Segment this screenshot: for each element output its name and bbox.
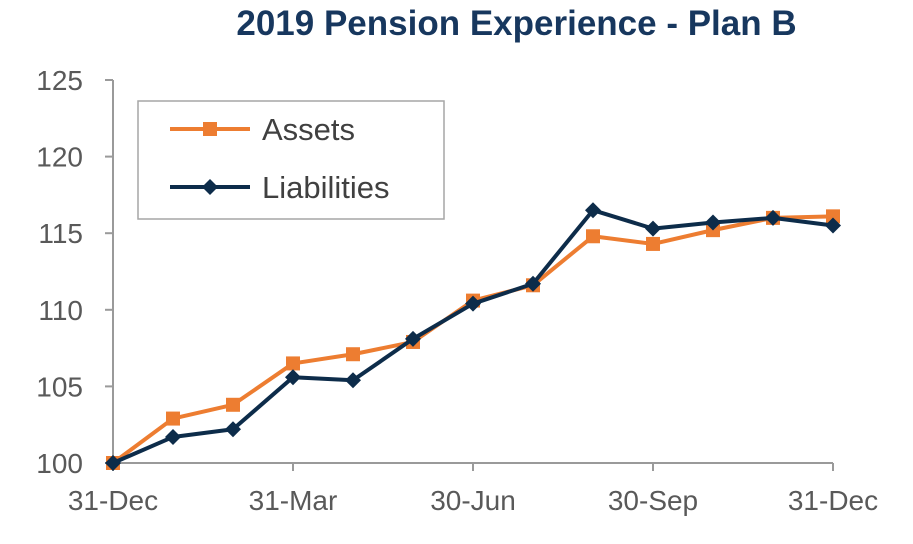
- legend-marker-assets: [203, 122, 217, 136]
- y-tick-label: 115: [38, 218, 83, 249]
- series-line-assets: [111, 214, 834, 465]
- series-line-liabilities: [112, 208, 834, 465]
- data-point-liabilities: [345, 372, 361, 389]
- data-point-liabilities: [405, 330, 421, 347]
- chart-title: 2019 Pension Experience - Plan B: [236, 4, 797, 43]
- data-point-assets: [346, 347, 360, 362]
- y-tick-label: 100: [36, 448, 83, 479]
- data-point-liabilities: [225, 421, 241, 438]
- data-point-assets: [166, 411, 180, 426]
- legend-label-assets: Assets: [262, 112, 355, 147]
- data-point-assets: [826, 209, 840, 224]
- data-point-liabilities: [165, 428, 181, 445]
- data-point-liabilities: [705, 214, 721, 231]
- data-point-assets: [286, 356, 300, 371]
- data-point-liabilities: [105, 455, 121, 471]
- x-tick-label: 31-Dec: [68, 485, 158, 516]
- data-point-assets: [646, 236, 660, 251]
- legend-marker-liabilities: [202, 179, 218, 195]
- data-point-liabilities: [465, 295, 481, 312]
- data-point-liabilities: [825, 217, 841, 234]
- x-tick-label: 30-Jun: [430, 485, 516, 516]
- data-point-assets: [226, 397, 240, 412]
- data-point-liabilities: [585, 202, 601, 219]
- legend-label-liabilities: Liabilities: [262, 170, 390, 205]
- data-point-liabilities: [525, 275, 541, 292]
- x-tick-label: 31-Mar: [249, 485, 338, 516]
- y-tick-label: 125: [36, 65, 83, 96]
- legend-box: [137, 100, 445, 220]
- data-point-liabilities: [285, 369, 301, 386]
- y-tick-label: 105: [36, 371, 83, 402]
- y-tick-label: 110: [38, 295, 83, 326]
- data-point-assets: [586, 229, 600, 244]
- data-point-liabilities: [645, 220, 661, 237]
- x-tick-label: 30-Sep: [608, 485, 698, 516]
- x-tick-label: 31-Dec: [788, 485, 878, 516]
- data-point-liabilities: [765, 209, 781, 226]
- y-tick-label: 120: [36, 142, 83, 173]
